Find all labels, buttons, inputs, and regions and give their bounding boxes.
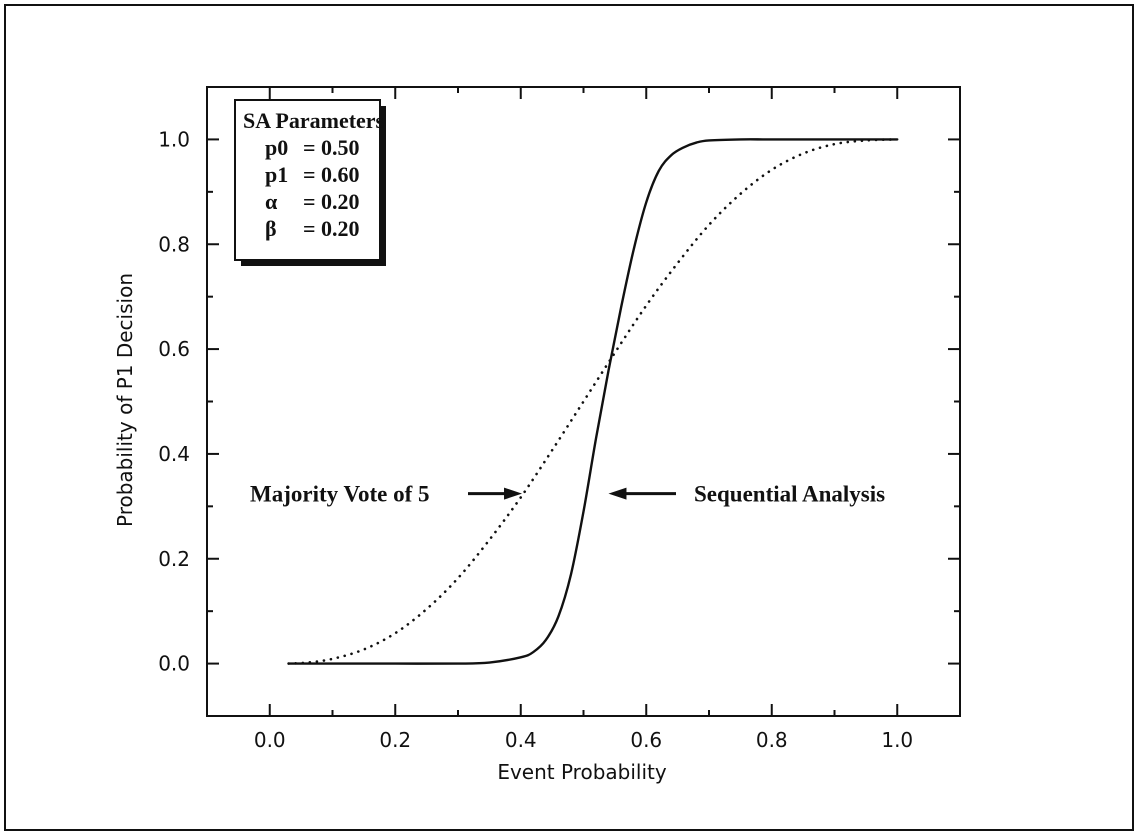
sequential-analysis-line (287, 138, 899, 665)
param-p0-name: p0 (265, 135, 288, 160)
majority-vote-of-5-line (287, 138, 899, 665)
page-frame (4, 4, 1134, 831)
x-tick-label: 0.2 (379, 728, 411, 752)
params-title: SA Parameters (243, 108, 385, 133)
y-tick-label: 0.2 (158, 547, 190, 571)
param-beta-name: β (265, 216, 277, 241)
x-tick-label: 1.0 (881, 728, 913, 752)
param-p0-value: = 0.50 (303, 135, 360, 160)
sequential-analysis-label: Sequential Analysis (694, 482, 885, 507)
y-tick-label: 0.8 (158, 232, 190, 256)
param-p1-name: p1 (265, 162, 288, 187)
param-alpha-value: = 0.20 (303, 189, 360, 214)
y-tick-label: 0.0 (158, 652, 190, 676)
y-tick-label: 0.6 (158, 337, 190, 361)
axes: 0.0 0.2 0.4 0.6 0.8 1.0 0.0 0.2 0.4 0.6 0.8 1.0 (158, 86, 961, 752)
x-tick-label: 0.4 (505, 728, 537, 752)
series-lines (287, 138, 899, 665)
sa-parameters-box: SA Parameters p0 = 0.50 p1 = 0.60 α = 0.… (234, 99, 386, 266)
y-axis-title: Probability of P1 Decision (113, 273, 137, 527)
param-beta-value: = 0.20 (303, 216, 360, 241)
majority-vote-label: Majority Vote of 5 (250, 482, 430, 507)
y-tick-label: 0.4 (158, 442, 190, 466)
x-tick-label: 0.0 (254, 728, 286, 752)
x-tick-label: 0.8 (756, 728, 788, 752)
annotations: Majority Vote of 5 Sequential Analysis (250, 482, 885, 507)
params-box-frame (234, 99, 381, 261)
majority-vote-arrowhead (504, 487, 523, 500)
x-axis-title: Event Probability (497, 760, 667, 784)
y-tick-label: 1.0 (158, 127, 190, 151)
x-tick-label: 0.6 (630, 728, 662, 752)
sequential-analysis-arrowhead (608, 487, 627, 500)
param-alpha-name: α (265, 189, 278, 214)
param-p1-value: = 0.60 (303, 162, 360, 187)
